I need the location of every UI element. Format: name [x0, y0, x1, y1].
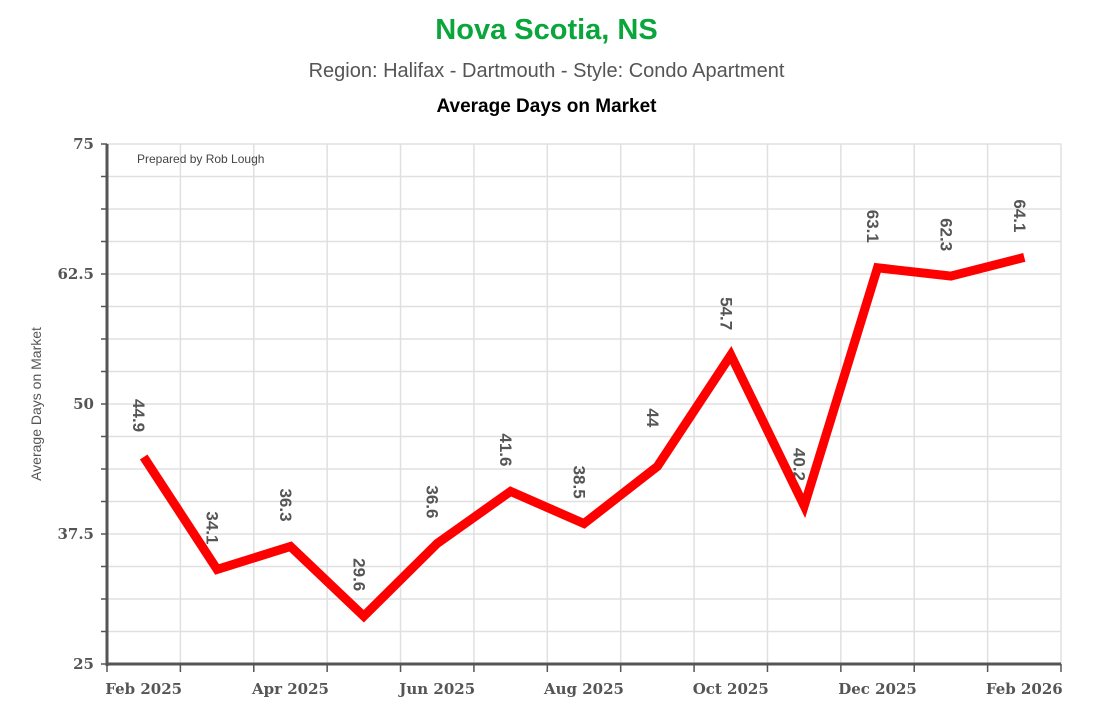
- credit-text: Prepared by Rob Lough: [137, 152, 264, 166]
- data-label: 38.5: [570, 466, 589, 499]
- grid-lines: [106, 143, 1062, 665]
- y-tick-label: 37.5: [57, 525, 94, 543]
- y-tick-label: 25: [73, 655, 94, 673]
- x-tick-label: Jun 2025: [397, 680, 475, 698]
- chart-subtitle: Region: Halifax - Dartmouth - Style: Con…: [308, 60, 785, 82]
- data-label: 29.6: [349, 558, 368, 591]
- data-labels: 44.9 34.1 36.3 29.6 36.6 41.6 38.5 44 54.7 40.2 63…: [129, 199, 1029, 591]
- series-line: [139, 253, 1026, 623]
- data-label: 63.1: [863, 210, 882, 243]
- data-label: 44: [643, 408, 662, 427]
- x-tick-label: Feb 2026: [986, 680, 1063, 698]
- data-label: 40.2: [790, 448, 809, 481]
- data-label: 64.1: [1010, 199, 1029, 232]
- data-label: 54.7: [716, 297, 735, 330]
- data-label: 36.3: [276, 488, 295, 521]
- y-axis-ticks: 25 37.5 50 62.5 75: [57, 135, 107, 673]
- data-label: 44.9: [129, 399, 148, 432]
- metric-title: Average Days on Market: [436, 96, 657, 117]
- y-tick-label: 75: [73, 135, 94, 153]
- axes: [105, 144, 1061, 666]
- y-tick-label: 62.5: [57, 265, 94, 283]
- x-tick-label: Oct 2025: [693, 680, 769, 698]
- data-label: 41.6: [496, 433, 515, 466]
- y-axis-title: Average Days on Market: [28, 327, 44, 481]
- data-label: 62.3: [936, 218, 955, 251]
- x-tick-label: Dec 2025: [838, 680, 917, 698]
- x-tick-label: Apr 2025: [251, 680, 329, 698]
- data-label: 36.6: [423, 485, 442, 518]
- y-tick-label: 50: [73, 395, 94, 413]
- x-tick-label: Aug 2025: [543, 680, 624, 698]
- chart-title: Nova Scotia, NS: [435, 14, 658, 46]
- x-axis-ticks: Feb 2025 Apr 2025 Jun 2025 Aug 2025 Oct 2025…: [105, 664, 1063, 698]
- data-label: 34.1: [203, 511, 222, 544]
- x-tick-label: Feb 2025: [105, 680, 182, 698]
